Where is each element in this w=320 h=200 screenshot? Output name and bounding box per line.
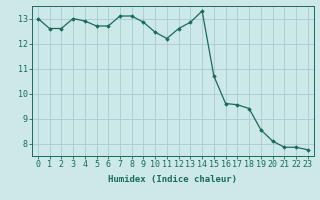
X-axis label: Humidex (Indice chaleur): Humidex (Indice chaleur) xyxy=(108,175,237,184)
